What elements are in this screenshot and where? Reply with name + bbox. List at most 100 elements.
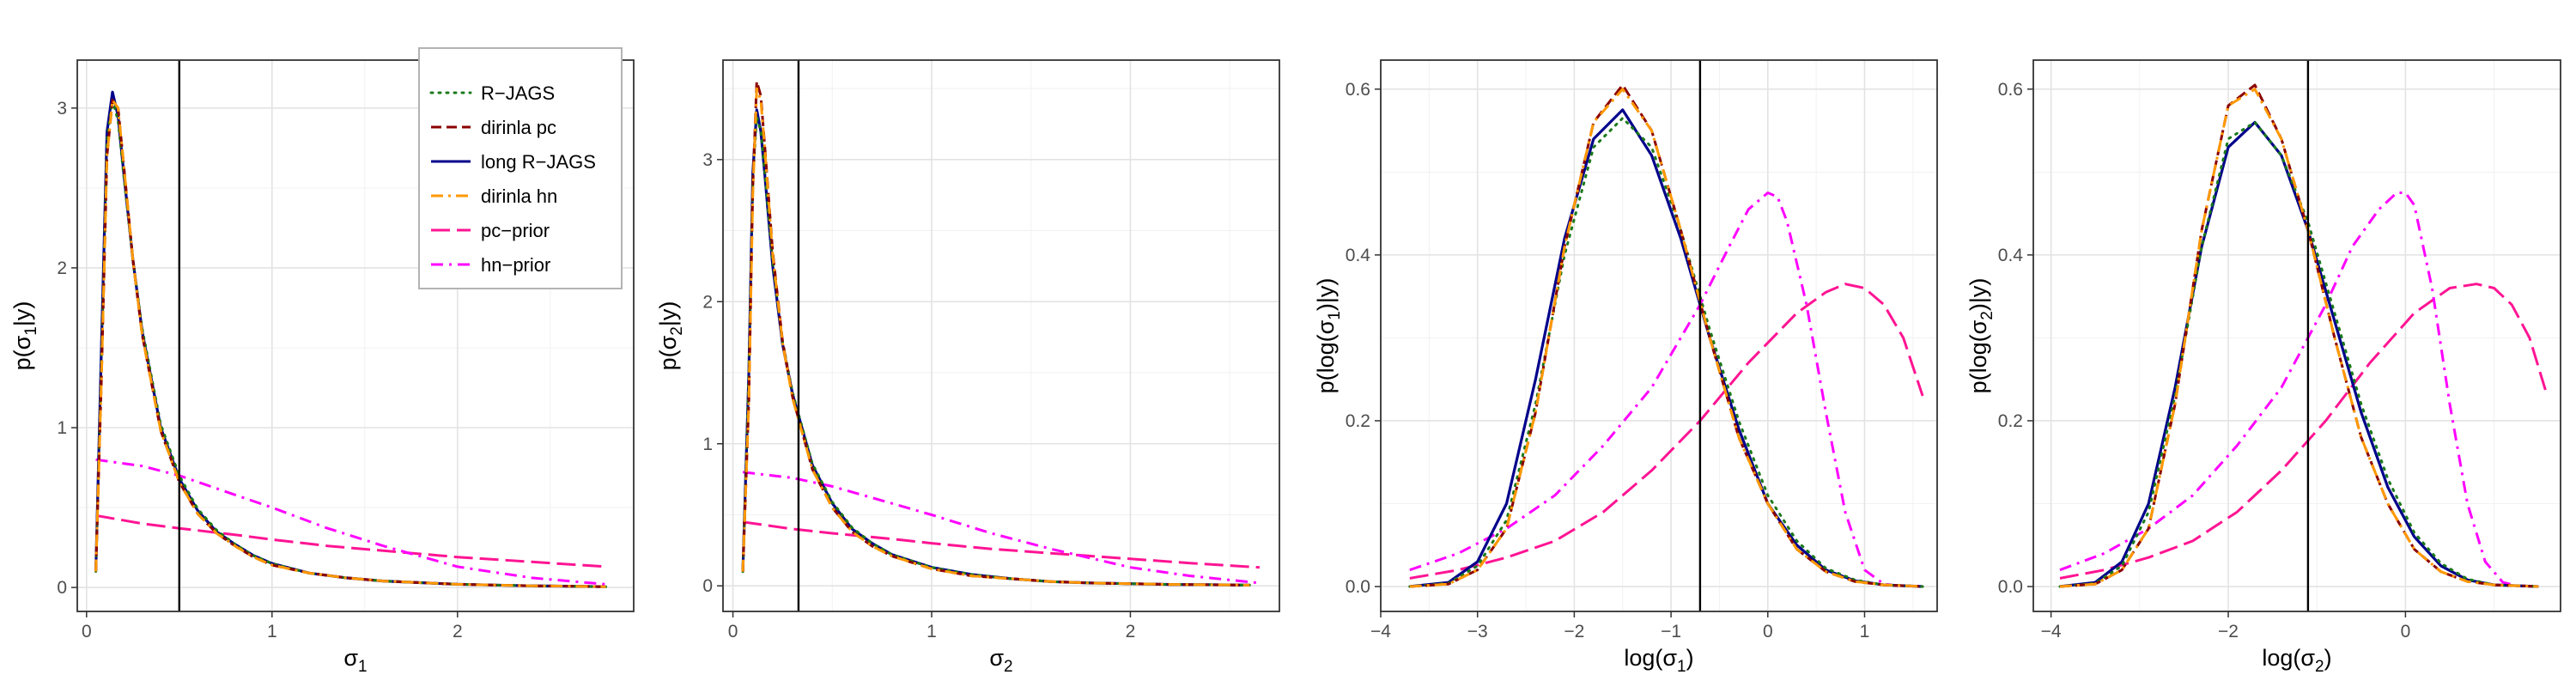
y-tick-label: 1	[57, 418, 67, 438]
y-axis-title: p(σ2|y)	[655, 301, 686, 371]
x-tick-label: 1	[927, 622, 937, 641]
x-axis-title-sub: 1	[1677, 658, 1686, 676]
series-line-long-r-jags	[741, 108, 1250, 587]
y-tick-label: 0.4	[1998, 246, 2024, 265]
y-axis-title-post: )|y)	[1313, 278, 1339, 312]
legend-label: R−JAGS	[481, 82, 555, 104]
y-axis-title: p(log(σ2)|y)	[1965, 278, 1996, 394]
y-axis-title: p(σ1|y)	[9, 301, 40, 371]
y-axis-title-post: |y)	[9, 301, 35, 327]
series-line-hn-prior	[95, 458, 606, 586]
x-axis-title-sub: 1	[358, 658, 368, 676]
x-tick-label: −2	[2218, 622, 2239, 641]
panel-border	[2032, 59, 2561, 612]
x-tick-label: 1	[1860, 622, 1870, 641]
x-axis-title-post: )	[1686, 645, 1694, 671]
y-tick-label: 3	[57, 99, 67, 119]
panel-border	[1380, 59, 1938, 612]
y-axis-title-post: |y)	[655, 301, 681, 327]
x-tick-label: 0	[82, 622, 92, 641]
y-axis-title-pre: p(σ	[9, 335, 35, 370]
legend: R−JAGS dirinla pc long R−JAGS dirinla hn pc−…	[418, 47, 623, 289]
y-tick-label: 2	[702, 292, 713, 312]
series-line-hn-prior	[742, 471, 1261, 585]
x-axis-title: log(σ2)	[2262, 645, 2331, 676]
x-tick-label: −1	[1661, 622, 1681, 641]
series-line-long-r-jags	[1409, 108, 1923, 588]
series-line-dirinla-hn	[1409, 88, 1923, 588]
series-group	[1408, 83, 1924, 588]
series-group	[741, 80, 1261, 587]
y-tick-label: 0	[57, 578, 67, 598]
series-line-r-jags	[2058, 120, 2540, 588]
series-line-dirinla-hn	[741, 87, 1250, 587]
x-tick-label: 0	[728, 622, 738, 641]
x-tick-label: −4	[1370, 622, 1391, 641]
y-axis-title-post: )|y)	[1965, 278, 1991, 312]
x-axis-title: σ1	[343, 645, 367, 676]
series-line-dirinla-hn	[94, 99, 606, 588]
series-line-dirinla-pc	[741, 80, 1250, 587]
y-axis-title-pre: p(log(σ	[1965, 319, 1991, 393]
series-line-r-jags	[94, 99, 608, 588]
x-axis-title-main: σ	[343, 645, 358, 671]
legend-label: pc−prior	[481, 220, 550, 241]
panel-border	[722, 59, 1280, 612]
x-tick-label: 2	[453, 622, 463, 641]
series-line-dirinla-hn	[2059, 88, 2539, 588]
x-tick-label: −3	[1467, 622, 1488, 641]
x-tick-label: 2	[1126, 622, 1136, 641]
y-tick-label: 0.2	[1998, 411, 2023, 431]
x-tick-label: 1	[267, 622, 277, 641]
y-axis-title-pre: p(σ	[655, 335, 681, 370]
y-axis-title-sub: 1	[1326, 311, 1344, 320]
x-axis-title-sub: 2	[1004, 658, 1013, 676]
series-line-pc-prior	[2059, 283, 2549, 580]
x-tick-label: 0	[1763, 622, 1773, 641]
x-axis-title-main: σ	[989, 645, 1004, 671]
x-tick-label: −4	[2041, 622, 2062, 641]
x-axis-title-main: log(σ	[2262, 645, 2315, 671]
series-line-dirinla-pc	[1409, 83, 1923, 588]
series-line-long-r-jags	[2059, 120, 2539, 588]
series-line-hn-prior	[2059, 192, 2521, 588]
series-line-pc-prior	[1409, 283, 1924, 580]
legend-label: long R−JAGS	[481, 151, 596, 173]
series-line-pc-prior	[742, 520, 1260, 569]
legend-label: dirinla pc	[481, 117, 556, 138]
series-group	[94, 90, 608, 588]
series-line-dirinla-pc	[2059, 83, 2539, 588]
y-tick-label: 1	[702, 435, 713, 454]
y-tick-label: 2	[57, 258, 67, 278]
y-axis-title-sub: 2	[668, 326, 686, 336]
y-tick-label: 0.6	[1346, 80, 1370, 100]
y-tick-label: 0.0	[1998, 577, 2023, 597]
y-tick-label: 0	[702, 576, 713, 596]
y-tick-label: 0.4	[1346, 246, 1371, 265]
panel-border	[76, 59, 635, 612]
y-tick-label: 3	[702, 150, 713, 170]
y-tick-label: 0.6	[1998, 80, 2023, 100]
y-axis-title-pre: p(log(σ	[1313, 319, 1339, 393]
y-tick-label: 0.0	[1346, 577, 1370, 597]
legend-label: dirinla hn	[481, 185, 557, 207]
x-axis-title: σ2	[989, 645, 1012, 676]
y-axis-title: p(log(σ1)|y)	[1313, 278, 1344, 394]
series-line-pc-prior	[95, 514, 606, 568]
series-line-r-jags	[1408, 117, 1924, 588]
x-axis-title-post: )	[2324, 645, 2332, 671]
series-group	[2058, 83, 2549, 588]
legend-label: hn−prior	[481, 254, 550, 276]
y-axis-title-sub: 2	[1978, 311, 1996, 320]
y-axis-title-sub: 1	[22, 326, 40, 336]
x-axis-title: log(σ1)	[1624, 645, 1693, 676]
panel-3: −4 −3 −2 −1 0 10.00.20.40.6log(σ1)p(log(σ1)|y…	[1313, 59, 1938, 676]
y-tick-label: 0.2	[1346, 411, 1370, 431]
legend-box	[418, 47, 623, 289]
series-line-hn-prior	[1409, 192, 1904, 588]
x-axis-title-sub: 2	[2315, 658, 2324, 676]
